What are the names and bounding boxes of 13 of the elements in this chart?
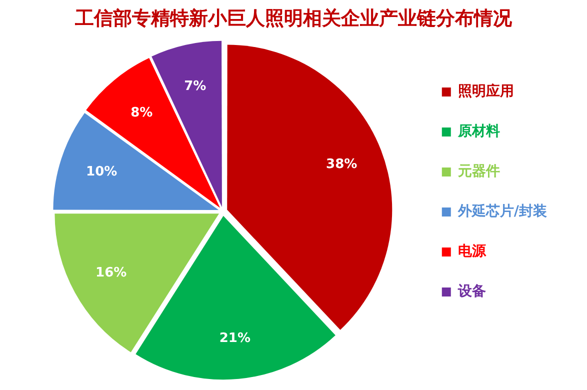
data-label: 10%: [86, 164, 118, 180]
chart-title: 工信部专精特新小巨人照明相关企业产业链分布情况: [74, 7, 513, 30]
legend-label: 设备: [456, 284, 486, 300]
data-label: 7%: [184, 79, 206, 94]
legend-label: 原材料: [456, 124, 500, 140]
data-label: 16%: [96, 265, 127, 280]
data-label: 21%: [219, 330, 251, 346]
legend-label: 电源: [458, 244, 487, 260]
data-label: 38%: [326, 156, 358, 172]
legend-label: 元器件: [456, 164, 500, 180]
legend-label: 外延芯片/封装: [456, 204, 548, 220]
legend-label: 照明应用: [458, 82, 514, 100]
data-label: 8%: [130, 105, 153, 120]
